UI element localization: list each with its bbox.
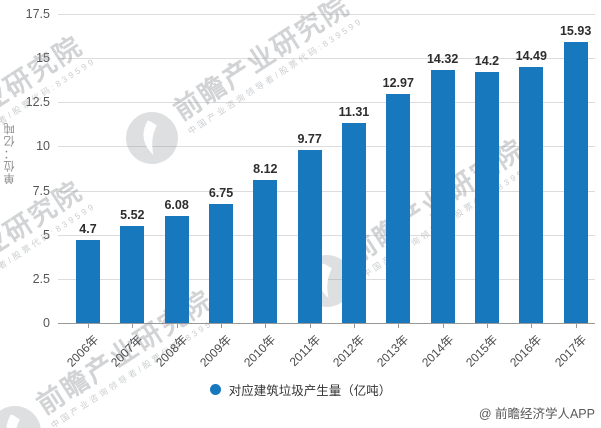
y-tick-label: 5 [43,227,50,242]
x-axis-tick [309,323,311,328]
bar-value-label: 14.49 [515,49,547,64]
y-tick-label: 7.5 [32,183,50,198]
bar [341,123,366,323]
legend: 对应建筑垃圾产生量（亿吨） [0,380,601,399]
x-tick-label: 2015年 [463,332,501,370]
bar [563,41,588,323]
y-tick-label: 0 [43,316,50,330]
bar-value-label: 9.77 [297,132,322,147]
x-tick-label: 2012年 [330,332,368,370]
x-axis-tick [486,323,488,328]
x-axis-tick [575,323,577,328]
source-credit: @ 前瞻经济学人APP [478,407,595,421]
gridline [58,58,595,60]
x-tick-label: 2017年 [551,332,589,370]
x-axis-tick [531,323,533,328]
x-tick-label: 2013年 [374,332,412,370]
bar-value-label: 12.97 [382,75,414,90]
gridline [58,234,595,236]
bar-value-label: 15.93 [559,23,592,38]
y-axis-title: 单位：亿吨 [4,122,16,185]
legend-label: 对应建筑垃圾产生量（亿吨） [228,384,392,398]
bar-value-label: 6.75 [208,185,234,200]
bar [297,150,322,323]
x-tick-label: 2016年 [507,332,545,370]
x-axis-tick [398,323,400,328]
x-axis-tick [442,323,444,328]
bar-value-label: 5.52 [120,207,145,222]
bar [386,93,411,323]
x-axis-tick [220,323,222,328]
legend-dot-icon [209,384,221,395]
bar-value-label: 8.12 [253,161,278,176]
y-tick-label: 12.5 [25,95,50,110]
gridline [58,102,595,104]
x-tick-label: 2009年 [197,332,235,370]
bar-value-label: 4.7 [79,222,97,236]
bar [120,225,145,323]
x-axis-tick [88,323,89,328]
x-tick-label: 2011年 [286,332,323,370]
x-axis-tick [265,323,267,328]
gridline [58,146,595,148]
bar-value-label: 14.2 [474,54,500,69]
bar [164,215,189,323]
x-axis-tick [176,323,178,328]
gridline [58,14,595,15]
bar-value-label: 14.32 [426,52,459,67]
x-tick-label: 2007年 [108,332,146,370]
watermark-logo-icon [0,406,41,428]
bar-value-label: 11.31 [338,105,370,120]
bar [253,179,278,323]
y-tick-label: 2.5 [32,271,50,286]
bar [76,240,100,323]
y-tick-label: 15 [36,51,50,66]
bar [430,70,455,323]
x-tick-label: 2008年 [152,332,190,370]
x-tick-label: 2006年 [64,332,102,370]
watermark-logo-icon [126,112,178,164]
gridline [58,190,595,192]
bar [474,72,499,323]
y-tick-label: 10 [36,139,50,154]
brand-watermark: 前瞻产业研究院中国产业咨询领导者/股票代码:839599 [115,0,369,175]
x-axis-tick [353,323,355,328]
x-tick-label: 2010年 [241,332,279,370]
x-axis-tick [132,323,134,328]
y-tick-label: 17.5 [25,7,50,21]
x-axis-line [58,323,595,324]
bar [519,67,544,323]
bar-value-label: 6.08 [164,197,189,212]
bar [208,203,233,323]
x-tick-label: 2014年 [418,332,456,370]
